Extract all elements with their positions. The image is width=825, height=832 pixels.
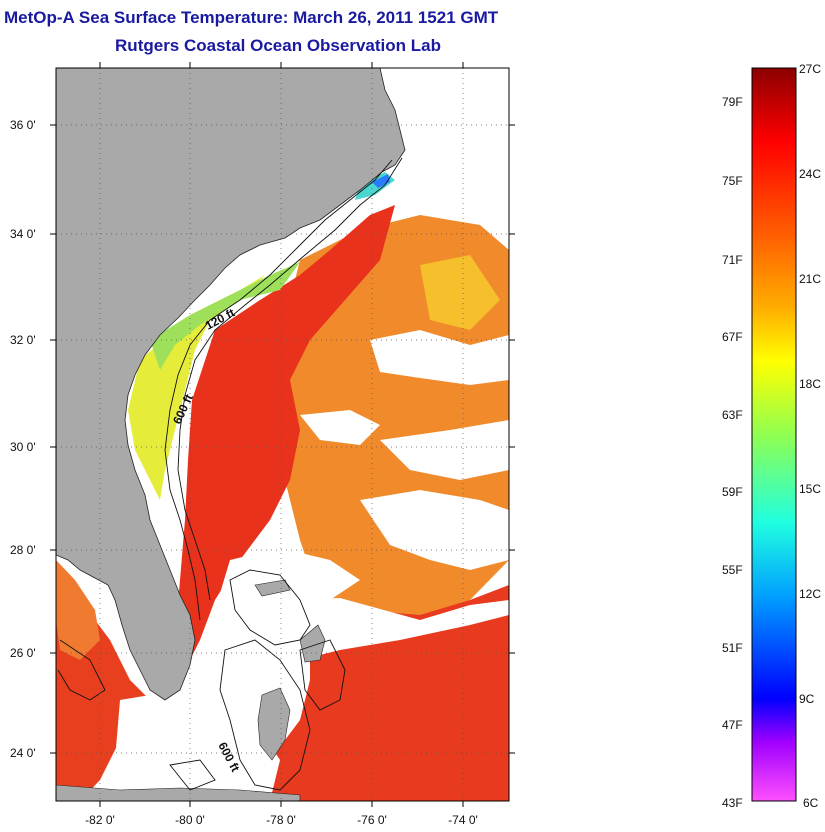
graticule xyxy=(56,68,509,801)
colorbar-c-24: 24C xyxy=(799,167,822,181)
colorbar-c-21: 21C xyxy=(799,272,822,286)
sst-shelf-green xyxy=(150,262,300,370)
colorbar-f-47: 47F xyxy=(722,718,743,732)
colorbar-c-15: 15C xyxy=(799,482,822,496)
colorbar-c-18: 18C xyxy=(799,377,822,391)
colorbar-f-43: 43F xyxy=(722,796,743,810)
sst-shelf-blue xyxy=(372,174,390,188)
colorbar xyxy=(751,67,797,802)
lon-label-78: -78 0' xyxy=(266,813,296,827)
lat-label-36: 36 0' xyxy=(10,118,36,132)
lat-label-34: 34 0' xyxy=(10,227,36,241)
colorbar-f-55: 55F xyxy=(722,563,743,577)
lon-label-74: -74 0' xyxy=(448,813,478,827)
map-title: MetOp-A Sea Surface Temperature: March 2… xyxy=(4,8,499,27)
bathymetry-contours xyxy=(57,157,403,791)
colorbar-c-27: 27C xyxy=(799,62,822,76)
lat-label-24: 24 0' xyxy=(10,746,36,760)
lon-label-82: -82 0' xyxy=(85,813,115,827)
map-frame xyxy=(55,67,510,802)
lat-label-28: 28 0' xyxy=(10,543,36,557)
colorbar-f-51: 51F xyxy=(722,641,743,655)
colorbar-f-67: 67F xyxy=(722,330,743,344)
colorbar-f-59: 59F xyxy=(722,485,743,499)
colorbar-f-79: 79F xyxy=(722,95,743,109)
colorbar-c-6: 6C xyxy=(803,796,819,810)
colorbar-c-12: 12C xyxy=(799,587,822,601)
sst-shelf-yellow xyxy=(128,275,265,500)
lon-label-80: -80 0' xyxy=(175,813,205,827)
land-cuba xyxy=(56,784,301,801)
colorbar-c-9: 9C xyxy=(799,692,815,706)
land-bahamas-andros xyxy=(257,687,291,761)
lon-label-76: -76 0' xyxy=(357,813,387,827)
colorbar-f-63: 63F xyxy=(722,408,743,422)
sst-yellow-offshore xyxy=(420,255,500,330)
lat-label-30: 30 0' xyxy=(10,440,36,454)
lat-label-32: 32 0' xyxy=(10,333,36,347)
lat-label-26: 26 0' xyxy=(10,646,36,660)
map-subtitle: Rutgers Coastal Ocean Observation Lab xyxy=(115,36,441,55)
tick-marks xyxy=(50,62,515,807)
land-us-east-coast xyxy=(56,68,406,701)
sst-gulf-orange xyxy=(56,560,100,660)
sst-red-gulfstream xyxy=(175,205,395,670)
colorbar-f-75: 75F xyxy=(722,174,743,188)
colorbar-f-71: 71F xyxy=(722,253,743,267)
